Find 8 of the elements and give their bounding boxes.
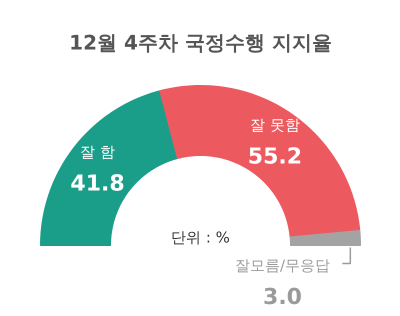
legend-label: 잘모름/무응답 [234,256,330,274]
text: 단위 : % [171,228,230,246]
slice-label: 잘 함 [80,143,115,162]
data-label: 41.8 [70,172,125,197]
data-label: 55.2 [248,144,302,170]
slice-label: 잘 못함 [250,116,300,134]
chart-title: 12월 4주차 국정수행 지지율 [69,30,332,54]
data-label: 3.0 [263,285,302,310]
